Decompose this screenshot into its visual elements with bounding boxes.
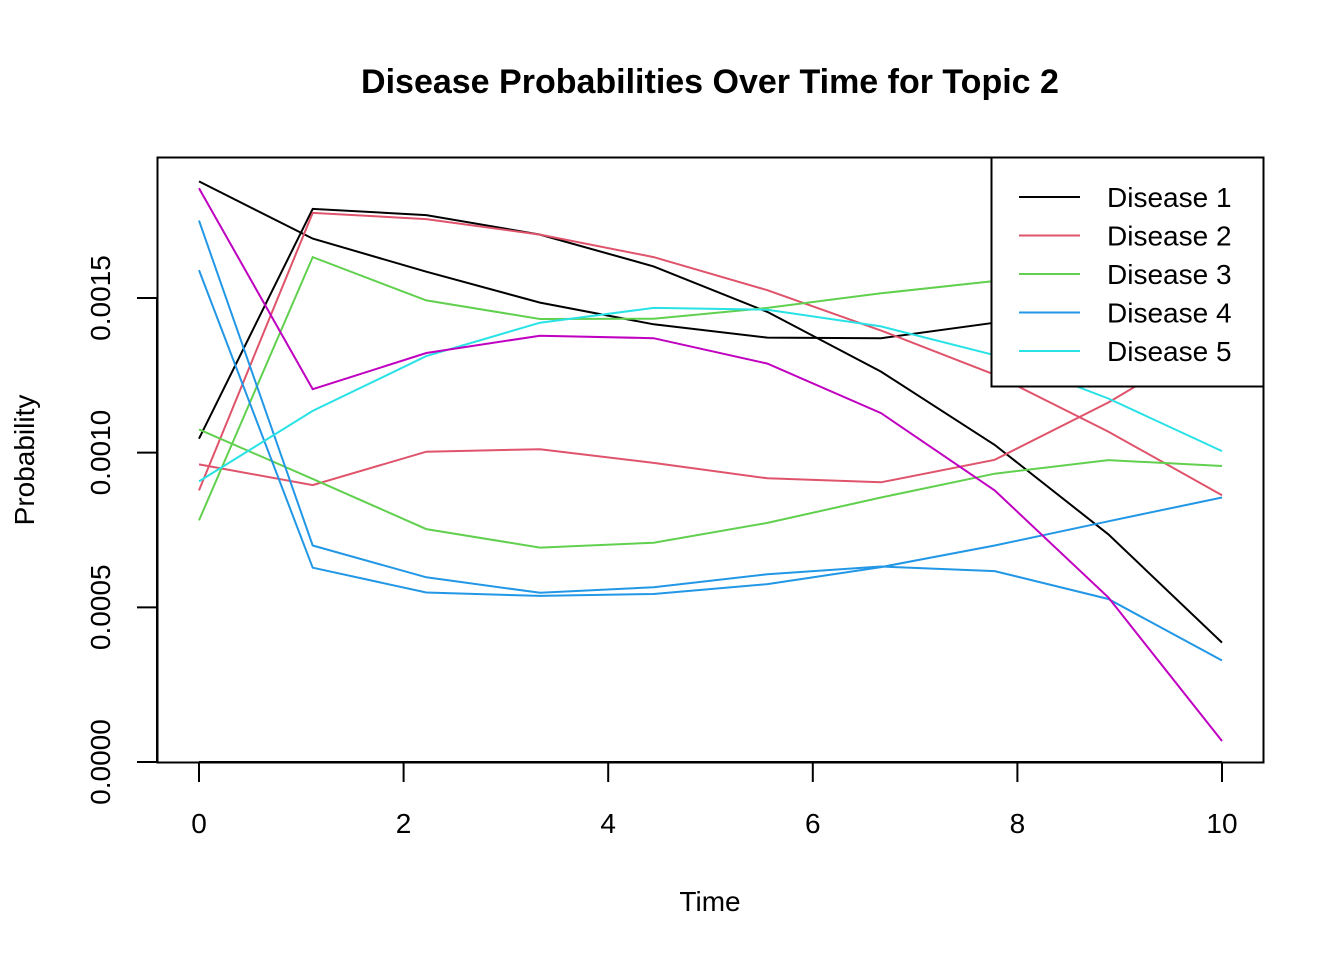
series-line-7 (198, 220, 1223, 662)
legend-label: Disease 4 (1107, 298, 1232, 329)
x-tick-label: 0 (191, 808, 207, 839)
series-line-6 (198, 428, 1223, 549)
x-tick-label: 4 (600, 808, 616, 839)
series-lines (198, 180, 1223, 742)
x-tick-label: 2 (396, 808, 412, 839)
series-line-3 (198, 211, 1223, 497)
y-tick-label: 0.0005 (85, 564, 116, 650)
y-tick-label: 0.0000 (85, 719, 116, 805)
legend-label: Disease 5 (1107, 336, 1232, 367)
legend-label: Disease 3 (1107, 259, 1232, 290)
x-tick-label: 8 (1010, 808, 1026, 839)
y-axis: 0.0000 0.0005 0.0010 0.0015 (85, 255, 158, 805)
x-tick-label: 10 (1206, 808, 1237, 839)
legend-label: Disease 2 (1107, 221, 1232, 252)
legend-box (990, 156, 1265, 388)
legend: Disease 1 Disease 2 Disease 3 Disease 4 Dise… (990, 156, 1265, 388)
chart-title: Disease Probabilities Over Time for Topi… (361, 63, 1059, 101)
legend-label: Disease 1 (1107, 182, 1232, 213)
x-tick-label: 6 (805, 808, 821, 839)
series-line-1 (198, 207, 1223, 644)
y-axis-title: Probability (9, 395, 40, 526)
series-line-4 (198, 334, 1223, 487)
y-tick-label: 0.0010 (85, 410, 116, 496)
y-tick-label: 0.0015 (85, 255, 116, 341)
series-line-8 (198, 269, 1223, 597)
series-line-10 (198, 187, 1223, 742)
x-axis: 0 2 4 6 8 10 (191, 761, 1238, 839)
x-axis-title: Time (679, 886, 740, 917)
